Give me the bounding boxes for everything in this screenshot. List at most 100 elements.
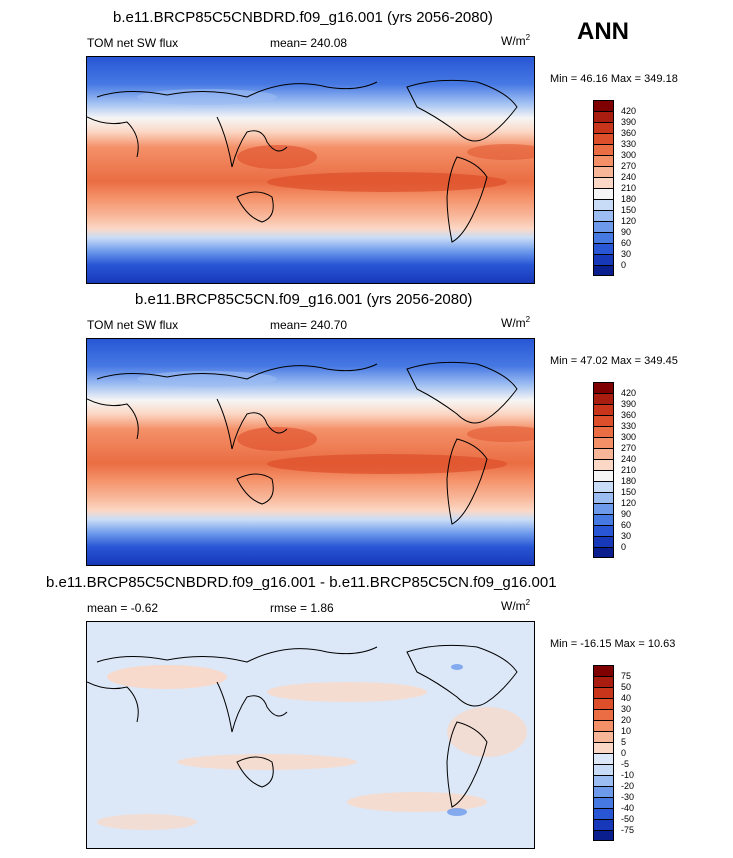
colorbar-label: 180	[621, 194, 637, 204]
colorbar-swatch	[593, 676, 614, 687]
colorbar-label: 360	[621, 128, 637, 138]
colorbar-swatch	[593, 775, 614, 786]
colorbar-label: -20	[621, 781, 635, 791]
colorbar-swatch	[593, 665, 614, 676]
colorbar-label: 0	[621, 542, 627, 552]
colorbar-label: 240	[621, 172, 637, 182]
colorbar-label: 210	[621, 183, 637, 193]
colorbar-swatch	[593, 786, 614, 797]
colorbar-swatch	[593, 415, 614, 426]
panel1-minmax: Min = 46.16 Max = 349.18	[550, 73, 678, 85]
panel1-units: W/m2	[501, 33, 531, 48]
colorbar-swatch	[593, 470, 614, 481]
colorbar-swatch	[593, 382, 614, 393]
panel3-minmax: Min = -16.15 Max = 10.63	[550, 638, 676, 650]
colorbar-swatch	[593, 144, 614, 155]
panel2-minmax: Min = 47.02 Max = 349.45	[550, 355, 678, 367]
colorbar-swatch	[593, 155, 614, 166]
colorbar-label: 40	[621, 693, 632, 703]
panel1-title: b.e11.BRCP85C5CNBDRD.f09_g16.001 (yrs 20…	[113, 9, 493, 26]
colorbar-label: 0	[621, 748, 627, 758]
colorbar-swatch	[593, 819, 614, 830]
colorbar-swatch	[593, 426, 614, 437]
colorbar-label: 210	[621, 465, 637, 475]
colorbar-label: 90	[621, 227, 632, 237]
colorbar-swatch	[593, 547, 614, 558]
colorbar-swatch	[593, 764, 614, 775]
colorbar-label: 20	[621, 715, 632, 725]
colorbar-swatch	[593, 404, 614, 415]
colorbar-swatch	[593, 481, 614, 492]
colorbar-label: 330	[621, 421, 637, 431]
colorbar-swatch	[593, 687, 614, 698]
colorbar-label: 5	[621, 737, 627, 747]
panel2-left-label: TOM net SW flux	[87, 318, 179, 332]
panel3-title: b.e11.BRCP85C5CNBDRD.f09_g16.001 - b.e11…	[46, 574, 557, 591]
colorbar-swatch	[593, 437, 614, 448]
colorbar-swatch	[593, 514, 614, 525]
colorbar-label: 60	[621, 520, 632, 530]
panel2-colorbar: 420 390 360 330 300 270 240 210 180 150 120 90 60 30 0	[593, 382, 653, 558]
colorbar-swatch	[593, 265, 614, 276]
panel2-map	[86, 338, 535, 566]
colorbar-label: -50	[621, 814, 635, 824]
panel3-colorbar: 75 50 40 30 20 10 5 0 -5 -10 -20 -30 -40 -50 -75	[593, 665, 653, 841]
colorbar-swatch	[593, 254, 614, 265]
colorbar-label: 60	[621, 238, 632, 248]
colorbar-label: 420	[621, 106, 637, 116]
colorbar-label: 90	[621, 509, 632, 519]
colorbar-swatch	[593, 492, 614, 503]
panel3-rmse: rmse = 1.86	[270, 601, 334, 615]
colorbar-swatch	[593, 166, 614, 177]
colorbar-label: 360	[621, 410, 637, 420]
panel3-map	[86, 621, 535, 849]
colorbar-label: 150	[621, 487, 637, 497]
colorbar-swatch	[593, 808, 614, 819]
panel2-title: b.e11.BRCP85C5CN.f09_g16.001 (yrs 2056-2…	[135, 291, 473, 308]
colorbar-swatch	[593, 210, 614, 221]
colorbar-swatch	[593, 221, 614, 232]
season-label: ANN	[577, 18, 629, 45]
colorbar-label: -10	[621, 770, 635, 780]
panel3-mean: mean = -0.62	[87, 601, 159, 615]
colorbar-swatch	[593, 459, 614, 470]
colorbar-swatch	[593, 448, 614, 459]
colorbar-swatch	[593, 525, 614, 536]
colorbar-label: 30	[621, 249, 632, 259]
colorbar-label: 420	[621, 388, 637, 398]
colorbar-label: 10	[621, 726, 632, 736]
colorbar-swatch	[593, 742, 614, 753]
colorbar-label: 300	[621, 150, 637, 160]
colorbar-swatch	[593, 709, 614, 720]
colorbar-label: -30	[621, 792, 635, 802]
colorbar-label: -40	[621, 803, 635, 813]
colorbar-label: 75	[621, 671, 632, 681]
panel2-mean: mean= 240.70	[270, 318, 348, 332]
colorbar-label: 390	[621, 399, 637, 409]
panel2-units: W/m2	[501, 315, 531, 330]
colorbar-label: 240	[621, 454, 637, 464]
colorbar-swatch	[593, 243, 614, 254]
colorbar-swatch	[593, 536, 614, 547]
colorbar-label: -5	[621, 759, 630, 769]
colorbar-swatch	[593, 122, 614, 133]
colorbar-label: 270	[621, 161, 637, 171]
panel1-colorbar: 420 390 360 330 300 270 240 210 180 150 120 90 60 30 0	[593, 100, 653, 276]
colorbar-swatch	[593, 393, 614, 404]
colorbar-swatch	[593, 100, 614, 111]
colorbar-swatch	[593, 111, 614, 122]
colorbar-label: 300	[621, 432, 637, 442]
colorbar-label: 30	[621, 704, 632, 714]
colorbar-label: 0	[621, 260, 627, 270]
colorbar-swatch	[593, 199, 614, 210]
panel1-mean: mean= 240.08	[270, 36, 348, 50]
colorbar-swatch	[593, 177, 614, 188]
colorbar-swatch	[593, 753, 614, 764]
colorbar-label: 30	[621, 531, 632, 541]
colorbar-swatch	[593, 797, 614, 808]
colorbar-swatch	[593, 188, 614, 199]
colorbar-swatch	[593, 503, 614, 514]
colorbar-label: 120	[621, 216, 637, 226]
colorbar-swatch	[593, 830, 614, 841]
colorbar-swatch	[593, 731, 614, 742]
